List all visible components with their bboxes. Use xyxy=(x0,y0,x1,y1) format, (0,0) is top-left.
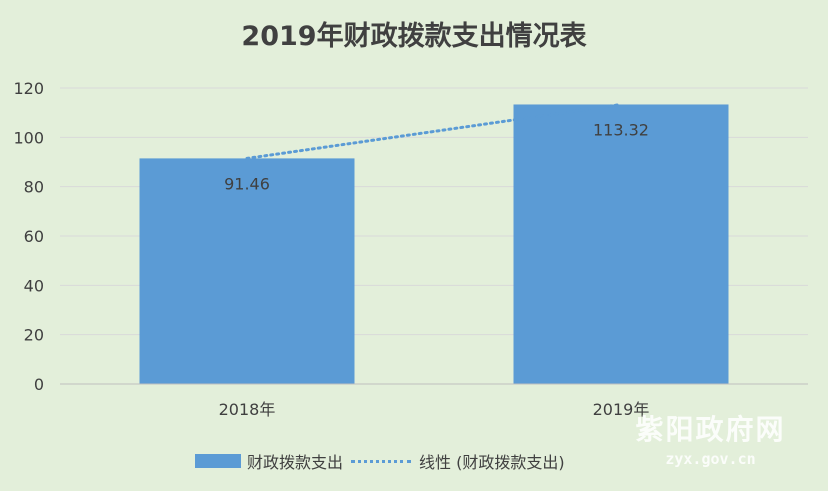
y-tick-label: 0 xyxy=(34,375,44,394)
y-tick-label: 100 xyxy=(13,128,44,147)
y-tick-label: 80 xyxy=(24,178,44,197)
y-tick-label: 40 xyxy=(24,276,44,295)
y-tick-label: 60 xyxy=(24,227,44,246)
y-tick-label: 120 xyxy=(13,79,44,98)
y-tick-label: 20 xyxy=(24,326,44,345)
legend-trendline-label: 线性 (财政拨款支出) xyxy=(419,453,565,472)
bar xyxy=(139,158,355,384)
legend-bar-swatch xyxy=(195,454,241,468)
x-tick-label: 2018年 xyxy=(219,400,276,419)
x-tick-label: 2019年 xyxy=(593,400,650,419)
watermark: 紫阳政府网 zyx.gov.cn xyxy=(628,408,793,468)
data-label: 91.46 xyxy=(224,174,270,193)
watermark-site-name: 紫阳政府网 xyxy=(635,413,786,446)
bar xyxy=(513,104,729,385)
chart-title: 2019年财政拨款支出情况表 xyxy=(241,21,587,52)
trendline xyxy=(245,102,623,160)
legend-trendline-swatch xyxy=(351,459,412,463)
legend-series-label: 财政拨款支出 xyxy=(247,453,344,472)
watermark-url: zyx.gov.cn xyxy=(665,450,756,468)
data-label: 113.32 xyxy=(593,120,649,139)
chart-legend: 财政拨款支出 线性 (财政拨款支出) xyxy=(195,450,565,472)
